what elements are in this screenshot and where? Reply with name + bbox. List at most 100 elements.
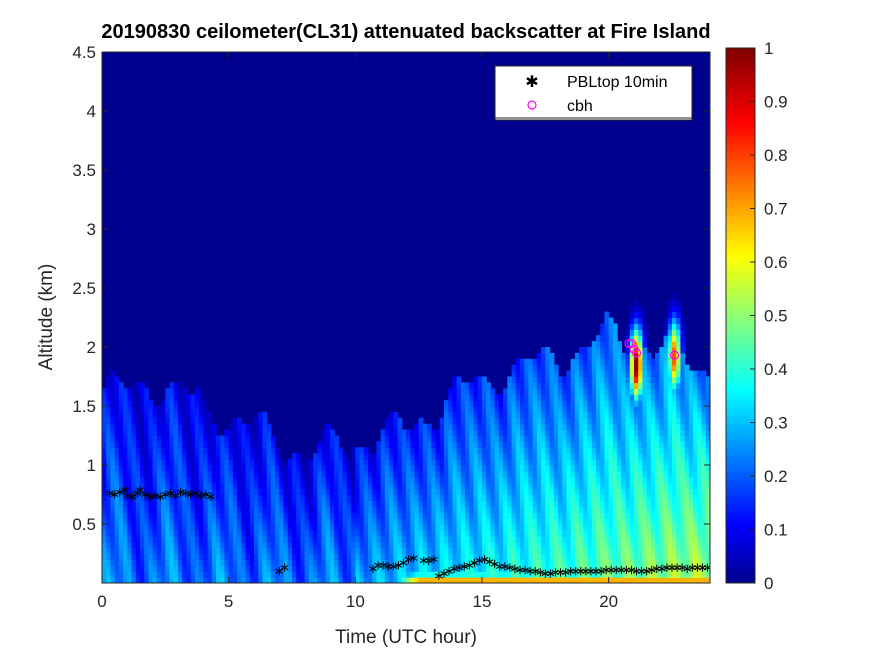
heatmap-cell — [342, 465, 348, 472]
heatmap-cell — [161, 476, 166, 484]
heatmap-cell — [621, 400, 627, 407]
y-axis-label: Altitude (km) — [36, 264, 57, 371]
heatmap-cell — [541, 423, 546, 431]
heatmap-cell — [608, 435, 614, 442]
heatmap-cell — [203, 535, 209, 543]
heatmap-cell — [106, 506, 112, 513]
heatmap-cell — [135, 506, 141, 513]
heatmap-cell — [667, 317, 673, 324]
heatmap-cell — [524, 441, 530, 448]
heatmap-cell — [456, 512, 462, 519]
heatmap-cell — [562, 518, 568, 525]
heatmap-cell — [460, 541, 466, 549]
heatmap-cell — [414, 535, 420, 543]
heatmap-cell — [110, 459, 116, 466]
heatmap-cell — [621, 441, 627, 448]
heatmap-cell — [583, 429, 589, 437]
heatmap-cell — [296, 541, 302, 549]
heatmap-cell — [583, 447, 589, 454]
heatmap-cell — [448, 535, 454, 543]
heatmap-cell — [211, 565, 217, 572]
heatmap-cell — [245, 435, 251, 442]
heatmap-cell — [574, 488, 580, 496]
heatmap-cell — [262, 417, 268, 425]
heatmap-cell — [524, 529, 530, 537]
heatmap-cell — [190, 453, 196, 460]
heatmap-cell — [300, 535, 306, 543]
heatmap-cell — [701, 476, 707, 484]
heatmap-cell — [241, 423, 247, 431]
heatmap-cell — [232, 571, 238, 578]
heatmap-cell — [469, 535, 475, 543]
heatmap-cell — [321, 518, 327, 525]
heatmap-cell — [507, 429, 513, 437]
heatmap-cell — [346, 541, 352, 549]
heatmap-cell — [494, 423, 500, 431]
heatmap-cell — [511, 400, 517, 407]
heatmap-cell — [123, 577, 128, 583]
heatmap-cell — [515, 512, 521, 519]
heatmap-cell — [486, 435, 492, 442]
heatmap-cell — [165, 500, 171, 507]
heatmap-cell — [270, 506, 276, 513]
heatmap-cell — [283, 512, 289, 519]
heatmap-cell — [498, 524, 504, 531]
heatmap-cell — [667, 453, 673, 460]
heatmap-cell — [173, 470, 179, 478]
heatmap-cell — [503, 441, 508, 448]
heatmap-cell — [380, 459, 386, 466]
heatmap-cell — [646, 500, 652, 507]
heatmap-cell — [292, 565, 297, 572]
heatmap-cell — [545, 453, 551, 460]
heatmap-cell — [604, 400, 610, 407]
heatmap-cell — [524, 559, 530, 566]
heatmap-cell — [688, 470, 694, 478]
heatmap-cell — [680, 370, 686, 378]
heatmap-cell — [541, 535, 546, 543]
heatmap-cell — [693, 518, 698, 525]
heatmap-cell — [220, 488, 226, 496]
heatmap-cell — [553, 512, 559, 519]
heatmap-cell — [140, 470, 145, 478]
heatmap-cell — [448, 441, 454, 448]
heatmap-cell — [456, 394, 462, 401]
heatmap-cell — [363, 453, 369, 460]
heatmap-cell — [663, 541, 669, 549]
heatmap-cell — [600, 429, 606, 437]
heatmap-cell — [194, 459, 200, 466]
heatmap-cell — [448, 529, 454, 537]
heatmap-cell — [608, 317, 614, 324]
heatmap-cell — [663, 358, 669, 366]
heatmap-cell — [266, 453, 272, 460]
heatmap-cell — [308, 529, 314, 537]
heatmap-cell — [279, 518, 285, 525]
heatmap-cell — [161, 547, 166, 555]
heatmap-cell — [186, 494, 192, 501]
heatmap-cell — [317, 524, 323, 531]
heatmap-cell — [118, 571, 124, 578]
heatmap-cell — [503, 524, 508, 531]
y-tick-label: 1.5 — [72, 397, 96, 416]
heatmap-cell — [401, 535, 407, 543]
heatmap-cell — [528, 476, 534, 484]
heatmap-cell — [270, 559, 276, 566]
heatmap-cell — [410, 553, 416, 560]
heatmap-cell — [625, 553, 631, 560]
heatmap-cell — [165, 482, 171, 490]
heatmap-cell — [621, 447, 627, 454]
heatmap-cell — [102, 465, 107, 472]
heatmap-cell — [414, 459, 420, 466]
heatmap-cell — [465, 470, 470, 478]
heatmap-cell — [346, 547, 352, 555]
heatmap-cell — [254, 417, 259, 425]
heatmap-cell — [169, 435, 175, 442]
heatmap-cell — [511, 571, 517, 578]
heatmap-cell — [203, 506, 209, 513]
heatmap-cell — [325, 529, 331, 537]
heatmap-cell — [549, 524, 555, 531]
heatmap-cell — [701, 370, 707, 378]
heatmap-cell — [380, 476, 386, 484]
heatmap-cell — [528, 394, 534, 401]
heatmap-cell — [536, 382, 542, 389]
heatmap-cell — [638, 512, 644, 519]
